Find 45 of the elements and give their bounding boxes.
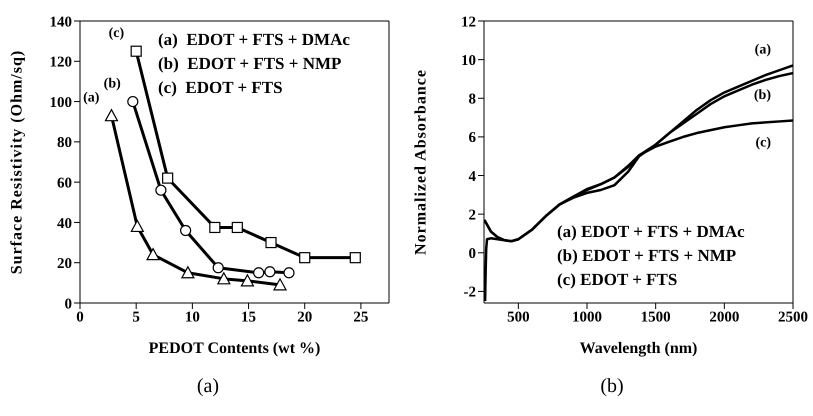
annotation: (a) EDOT + FTS + DMAc bbox=[557, 221, 745, 243]
y-tick-label: 12 bbox=[461, 14, 476, 30]
y-tick-label: 4 bbox=[468, 168, 476, 185]
y-tick-label: 40 bbox=[57, 216, 72, 232]
x-tick-label: 5 bbox=[132, 310, 140, 326]
y-tick-label: -2 bbox=[464, 284, 476, 301]
text: (a) bbox=[196, 375, 220, 398]
y-tick-label: 120 bbox=[50, 54, 72, 71]
y-tick-label: 10 bbox=[461, 52, 476, 69]
x-tick-label: 1500 bbox=[640, 310, 671, 326]
y-tick-label: 0 bbox=[64, 296, 72, 312]
x-axis-title: Wavelength (nm) bbox=[580, 340, 698, 357]
y-tick-label: 80 bbox=[57, 135, 72, 152]
x-tick-label: 2500 bbox=[778, 310, 808, 326]
series-label: (b) bbox=[104, 76, 122, 92]
annotation: (c) EDOT + FTS bbox=[557, 269, 678, 291]
x-axis-title: PEDOT Contents (wt %) bbox=[148, 340, 320, 357]
y-tick-label: 0 bbox=[468, 246, 476, 262]
y-axis-title: Normalized Absorbance bbox=[412, 69, 430, 255]
x-tick-label: 2000 bbox=[709, 310, 740, 326]
x-tick-label: 0 bbox=[76, 310, 84, 326]
y-axis-title: Surface Resistivity (Ohm/sq) bbox=[8, 50, 26, 274]
x-tick-label: 1000 bbox=[572, 310, 602, 326]
x-tick-label: 10 bbox=[184, 310, 200, 326]
y-tick-label: 140 bbox=[50, 14, 72, 30]
y-tick-label: 100 bbox=[50, 94, 72, 111]
series-label: (c) bbox=[755, 135, 772, 150]
series-label: (a) bbox=[83, 90, 100, 106]
y-tick-label: 6 bbox=[468, 130, 476, 146]
annotation: (b) EDOT + FTS + NMP bbox=[557, 245, 738, 267]
annotation: (c) EDOT + FTS bbox=[158, 77, 284, 99]
series-label: (b) bbox=[754, 88, 772, 104]
series-label: (c) bbox=[108, 26, 125, 42]
y-tick-label: 20 bbox=[57, 256, 72, 272]
x-tick-label: 20 bbox=[297, 310, 312, 326]
text: (b) bbox=[599, 375, 625, 398]
x-tick-label: 25 bbox=[353, 310, 368, 326]
x-tick-label: 500 bbox=[507, 310, 530, 326]
series-label: (a) bbox=[754, 42, 772, 58]
annotation: (b) EDOT + FTS + NMP bbox=[158, 53, 342, 75]
y-tick-label: 60 bbox=[57, 175, 72, 192]
y-tick-label: 2 bbox=[468, 207, 476, 224]
y-tick-label: 8 bbox=[468, 92, 476, 108]
annotation: (a) EDOT + FTS + DMAc bbox=[158, 29, 350, 51]
x-tick-label: 15 bbox=[241, 310, 256, 326]
